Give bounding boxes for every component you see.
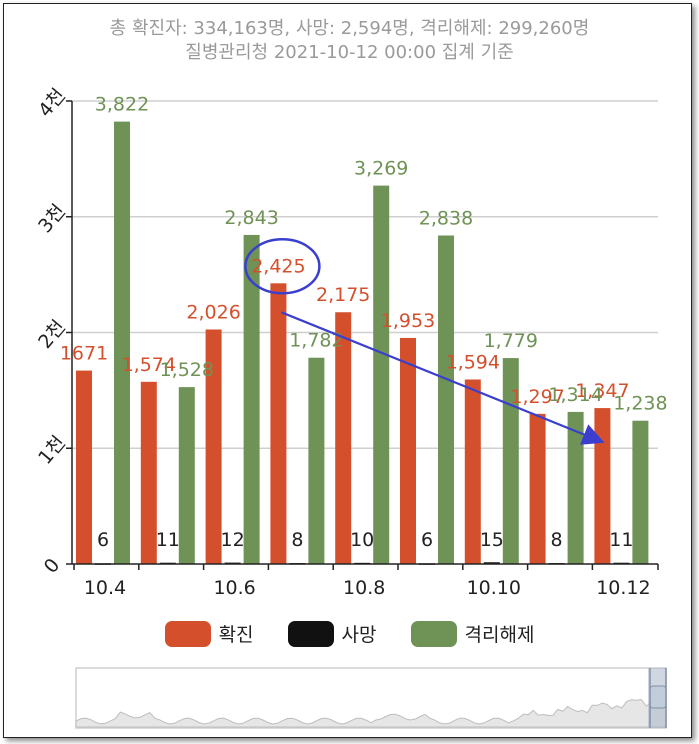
data-label: 2,175 [316,284,370,306]
x-tick-label: 10.8 [343,577,385,599]
bar [140,381,157,564]
data-label: 1,594 [446,351,500,373]
data-label: 10 [350,529,374,551]
x-tick-label: 10.6 [213,577,255,599]
y-tick-label: 1천 [34,432,70,469]
data-label: 3,269 [354,158,408,180]
trend-arrow [280,311,605,445]
bar [373,185,390,564]
x-tick-label: 10.10 [467,577,521,599]
bar [335,312,352,564]
legend-label: 사망 [341,624,377,646]
data-label: 2,838 [419,208,473,230]
bar [178,387,195,564]
bar [529,413,546,564]
chart-subtitle: 질병관리청 2021-10-12 00:00 집계 기준 [185,42,514,63]
overview-area [75,693,667,728]
data-label: 6 [97,529,109,551]
legend-item[interactable]: 격리해제 [410,620,535,647]
data-label: 1,782 [289,330,343,352]
legend-item[interactable]: 사망 [287,620,377,647]
bar [632,420,649,564]
bar [502,358,519,564]
data-label: 1,314 [548,384,602,406]
x-tick-label: 10.4 [84,577,126,599]
legend-swatch [287,620,334,647]
y-tick-label: 4천 [34,85,70,122]
y-tick-label: 3천 [34,200,70,237]
data-label: 1,238 [613,393,667,415]
data-label: 1671 [60,343,108,365]
data-label: 1,347 [575,380,629,402]
data-label: 11 [609,529,633,551]
bar [114,121,130,564]
x-tick-label: 10.12 [596,577,650,599]
data-label: 1,779 [484,330,538,352]
bar [243,234,260,565]
bar [594,408,611,564]
overview-handle [649,685,667,709]
bar [308,357,325,564]
data-label: 11 [156,529,180,551]
data-label: 1,574 [122,354,176,376]
bar [464,379,481,564]
legend-swatch [164,620,211,647]
bar [205,329,222,564]
bar [400,337,416,564]
highlight-ellipse [244,238,321,295]
data-label: 3,822 [95,94,149,116]
legend-label: 격리해제 [464,624,535,646]
legend-label: 확진 [218,624,254,646]
bar [567,411,584,564]
data-label: 12 [221,529,245,551]
legend: 확진 사망 격리해제 [0,620,699,647]
data-label: 8 [291,529,303,551]
data-label: 2,425 [251,255,305,277]
data-label: 1,528 [160,359,214,381]
bar [438,235,454,564]
bar [483,562,500,564]
data-label: 2,026 [186,301,240,323]
data-label: 8 [551,529,563,551]
bar [270,283,287,564]
data-label: 1,953 [381,310,435,332]
chart-title: 총 확진자: 334,163명, 사망: 2,594명, 격리해제: 299,2… [109,18,590,39]
data-label: 6 [421,529,433,551]
legend-swatch [410,620,457,647]
data-label: 2,843 [224,207,278,229]
data-label: 1,297 [510,386,564,408]
legend-item[interactable]: 확진 [164,620,254,647]
data-label: 15 [480,529,504,551]
y-tick-label: 0 [40,554,65,577]
bar [76,370,92,564]
